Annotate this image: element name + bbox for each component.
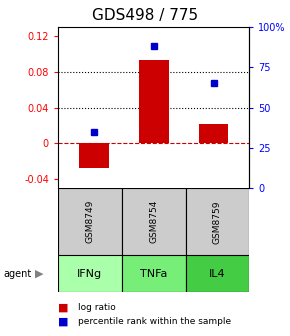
Bar (186, 255, 249, 292)
Text: GSM8754: GSM8754 (149, 200, 158, 244)
Bar (199, 124, 229, 143)
Bar (58, 188, 122, 255)
Bar (186, 188, 249, 255)
Text: ■: ■ (58, 317, 68, 327)
Bar (79, 143, 109, 168)
Text: GSM8749: GSM8749 (85, 200, 95, 244)
Text: IL4: IL4 (209, 269, 226, 279)
Text: log ratio: log ratio (78, 303, 116, 312)
Bar (122, 188, 186, 255)
Text: agent: agent (3, 269, 31, 279)
Text: ▶: ▶ (35, 269, 44, 279)
Bar (139, 60, 169, 143)
Text: GSM8759: GSM8759 (213, 200, 222, 244)
Text: GDS498 / 775: GDS498 / 775 (92, 8, 198, 23)
Bar (58, 255, 122, 292)
Text: percentile rank within the sample: percentile rank within the sample (78, 318, 231, 326)
Text: ■: ■ (58, 302, 68, 312)
Text: TNFa: TNFa (140, 269, 167, 279)
Text: IFNg: IFNg (77, 269, 102, 279)
Bar (122, 255, 186, 292)
